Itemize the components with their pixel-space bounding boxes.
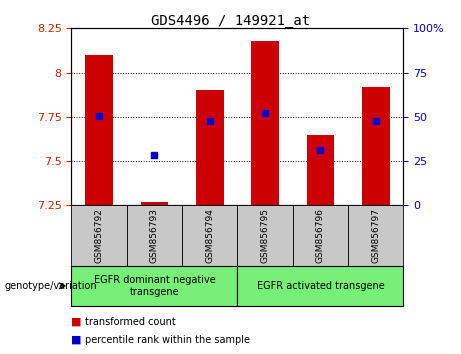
Text: GSM856796: GSM856796 [316,208,325,263]
Bar [141,202,168,205]
Text: ■: ■ [71,335,82,345]
Text: EGFR dominant negative
transgene: EGFR dominant negative transgene [94,275,215,297]
Text: GSM856795: GSM856795 [260,208,270,263]
Text: GSM856792: GSM856792 [95,208,104,263]
Text: transformed count: transformed count [85,317,176,327]
Bar [196,90,224,205]
Text: ■: ■ [71,317,82,327]
Text: GSM856797: GSM856797 [371,208,380,263]
Text: GDS4496 / 149921_at: GDS4496 / 149921_at [151,14,310,28]
Text: genotype/variation: genotype/variation [5,281,97,291]
Bar [85,55,113,205]
Text: percentile rank within the sample: percentile rank within the sample [85,335,250,345]
Bar [362,87,390,205]
Bar [307,135,334,205]
Bar [251,41,279,205]
Text: GSM856793: GSM856793 [150,208,159,263]
Text: GSM856794: GSM856794 [205,208,214,263]
Text: EGFR activated transgene: EGFR activated transgene [256,281,384,291]
